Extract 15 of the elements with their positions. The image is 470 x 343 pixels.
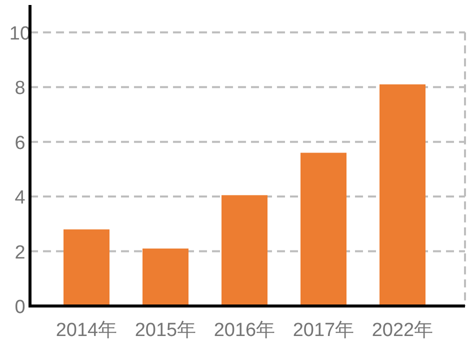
- y-tick-label: 0: [14, 297, 26, 318]
- x-tick-label: 2015年: [134, 320, 196, 341]
- y-tick-label: 4: [14, 188, 26, 209]
- x-tick-label: 2017年: [292, 320, 354, 341]
- bar: [380, 84, 426, 306]
- x-tick-label: 2014年: [56, 320, 118, 341]
- y-tick-label: 2: [14, 242, 26, 264]
- bar: [142, 248, 188, 306]
- y-tick-label: 8: [14, 78, 26, 100]
- bar: [222, 195, 268, 306]
- y-tick-label: 6: [14, 132, 26, 154]
- bar: [64, 229, 110, 306]
- x-tick-label: 2016年: [214, 320, 276, 341]
- bar: [300, 152, 346, 306]
- x-tick-label: 2022年: [372, 320, 434, 341]
